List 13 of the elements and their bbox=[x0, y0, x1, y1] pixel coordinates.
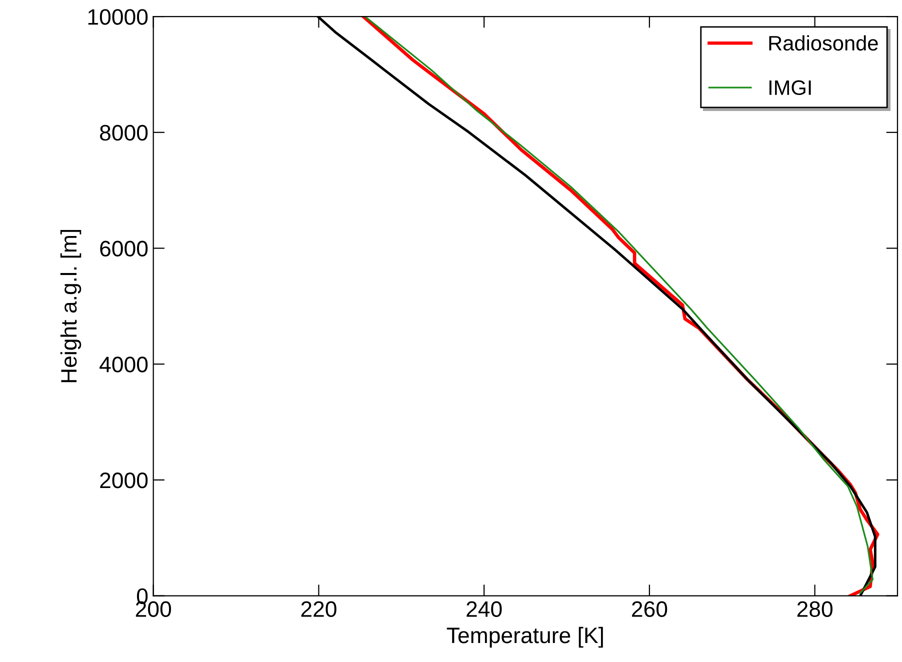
x-tick-label: 260 bbox=[632, 601, 668, 617]
y-tick-label: 4000 bbox=[100, 356, 148, 372]
x-tick-label: 280 bbox=[797, 601, 832, 617]
y-axis-title: Height a.g.l. [m] bbox=[60, 230, 82, 382]
y-tick-label: 8000 bbox=[100, 124, 148, 141]
legend-label: Radiosonde bbox=[769, 35, 878, 51]
x-tick-label: 240 bbox=[466, 601, 502, 617]
y-tick-label: 6000 bbox=[100, 240, 148, 257]
y-tick-label: 2000 bbox=[100, 472, 148, 488]
x-axis-title: Temperature [K] bbox=[446, 626, 603, 648]
y-tick-label: 10000 bbox=[88, 9, 148, 25]
x-tick-label: 220 bbox=[301, 601, 336, 617]
legend-label: IMGI bbox=[769, 80, 811, 96]
